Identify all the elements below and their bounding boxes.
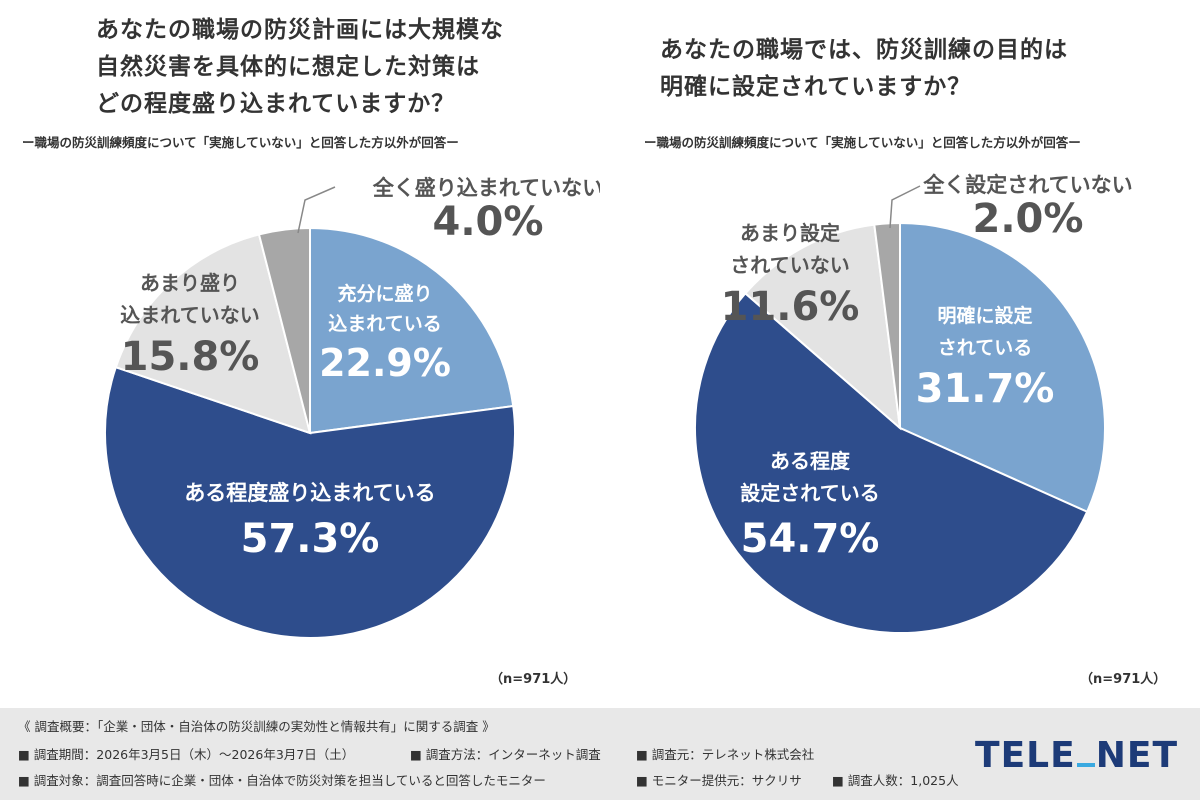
slice-label: 明確に設定	[937, 304, 1032, 327]
slice-value-label: 15.8%	[121, 334, 260, 380]
title-line: あなたの職場の防災計画には大規模な	[96, 17, 504, 43]
slice-value-label: 4.0%	[433, 199, 544, 245]
slice-value-label: 11.6%	[721, 284, 860, 330]
chart-title-left: あなたの職場の防災計画には大規模な 自然災害を具体的に想定した対策は どの程度盛…	[96, 12, 556, 123]
title-line: あなたの職場では、防災訓練の目的は	[660, 37, 1068, 63]
survey-method: ■ 調査方法：インターネット調査	[410, 747, 601, 762]
pie-slice	[104, 365, 516, 639]
survey-count: ■ 調査人数：1,025人	[832, 773, 959, 788]
slice-label: あまり設定	[740, 221, 840, 245]
survey-provider: ■ モニター提供元：サクリサ	[636, 773, 802, 788]
survey-source: ■ 調査元：テレネット株式会社	[636, 747, 815, 762]
slice-label: 設定されている	[740, 481, 879, 505]
survey-heading: 《 調査概要：「企業・団体・自治体の防災訓練の実効性と情報共有」に関する調査 》	[18, 719, 495, 734]
slice-label: あまり盛り	[140, 271, 240, 295]
slice-label: 全く盛り込まれていない	[372, 176, 600, 200]
slice-value-label: 22.9%	[319, 341, 451, 385]
slice-label: されている	[938, 337, 1032, 359]
pie-slice	[257, 226, 311, 434]
slice-value-label: 31.7%	[916, 366, 1055, 412]
slice-label: ある程度	[770, 449, 851, 473]
logo-underline	[1076, 763, 1095, 767]
survey-footer: 《 調査概要：「企業・団体・自治体の防災訓練の実効性と情報共有」に関する調査 》…	[0, 708, 1200, 800]
sample-size-note-left: （n=971人）	[490, 672, 577, 687]
sample-size-note-right: （n=971人）	[1080, 672, 1167, 687]
chart-title-right: あなたの職場では、防災訓練の目的は 明確に設定されていますか？	[660, 32, 1140, 106]
pie-slice	[694, 291, 1089, 634]
title-line: どの程度盛り込まれていますか？	[96, 91, 456, 117]
pie-slice	[309, 226, 515, 435]
leader-line	[889, 185, 921, 229]
slice-label: 込まれていない	[120, 303, 259, 327]
slice-label: されていない	[730, 253, 849, 277]
chart-subtitle-right: ー職場の防災訓練頻度について「実施していない」と回答した方以外が回答ー	[644, 135, 1081, 150]
chart-panel-left: あなたの職場の防災計画には大規模な 自然災害を具体的に想定した対策は どの程度盛…	[0, 0, 600, 700]
pie-slice	[114, 233, 312, 435]
chart-subtitle-left: ー職場の防災訓練頻度について「実施していない」と回答した方以外が回答ー	[22, 135, 459, 150]
slice-label: ある程度盛り込まれている	[184, 481, 435, 505]
survey-target: ■ 調査対象：調査回答時に企業・団体・自治体で防災対策を担当していると回答したモ…	[18, 773, 546, 788]
title-line: 自然災害を具体的に想定した対策は	[96, 54, 480, 80]
survey-period: ■ 調査期間：2026年3月5日（木）〜2026年3月7日（土）	[18, 747, 355, 762]
slice-label: 充分に盛り	[337, 282, 432, 305]
logo-part-2: NET	[1095, 735, 1178, 776]
pie-slice	[743, 223, 902, 431]
telenet-logo: TELE NET	[975, 735, 1178, 776]
pie-slice	[899, 221, 1106, 514]
slice-value-label: 57.3%	[241, 516, 380, 562]
leader-line	[297, 186, 336, 234]
chart-panel-right: あなたの職場では、防災訓練の目的は 明確に設定されていますか？ ー職場の防災訓練…	[600, 0, 1200, 700]
pie-slice	[873, 221, 901, 429]
slice-label: 込まれている	[328, 313, 441, 335]
title-line: 明確に設定されていますか？	[660, 74, 972, 100]
logo-part-1: TELE	[975, 735, 1076, 776]
slice-label: 全く設定されていない	[922, 173, 1132, 197]
slice-value-label: 2.0%	[973, 196, 1084, 242]
slice-value-label: 54.7%	[741, 516, 880, 562]
